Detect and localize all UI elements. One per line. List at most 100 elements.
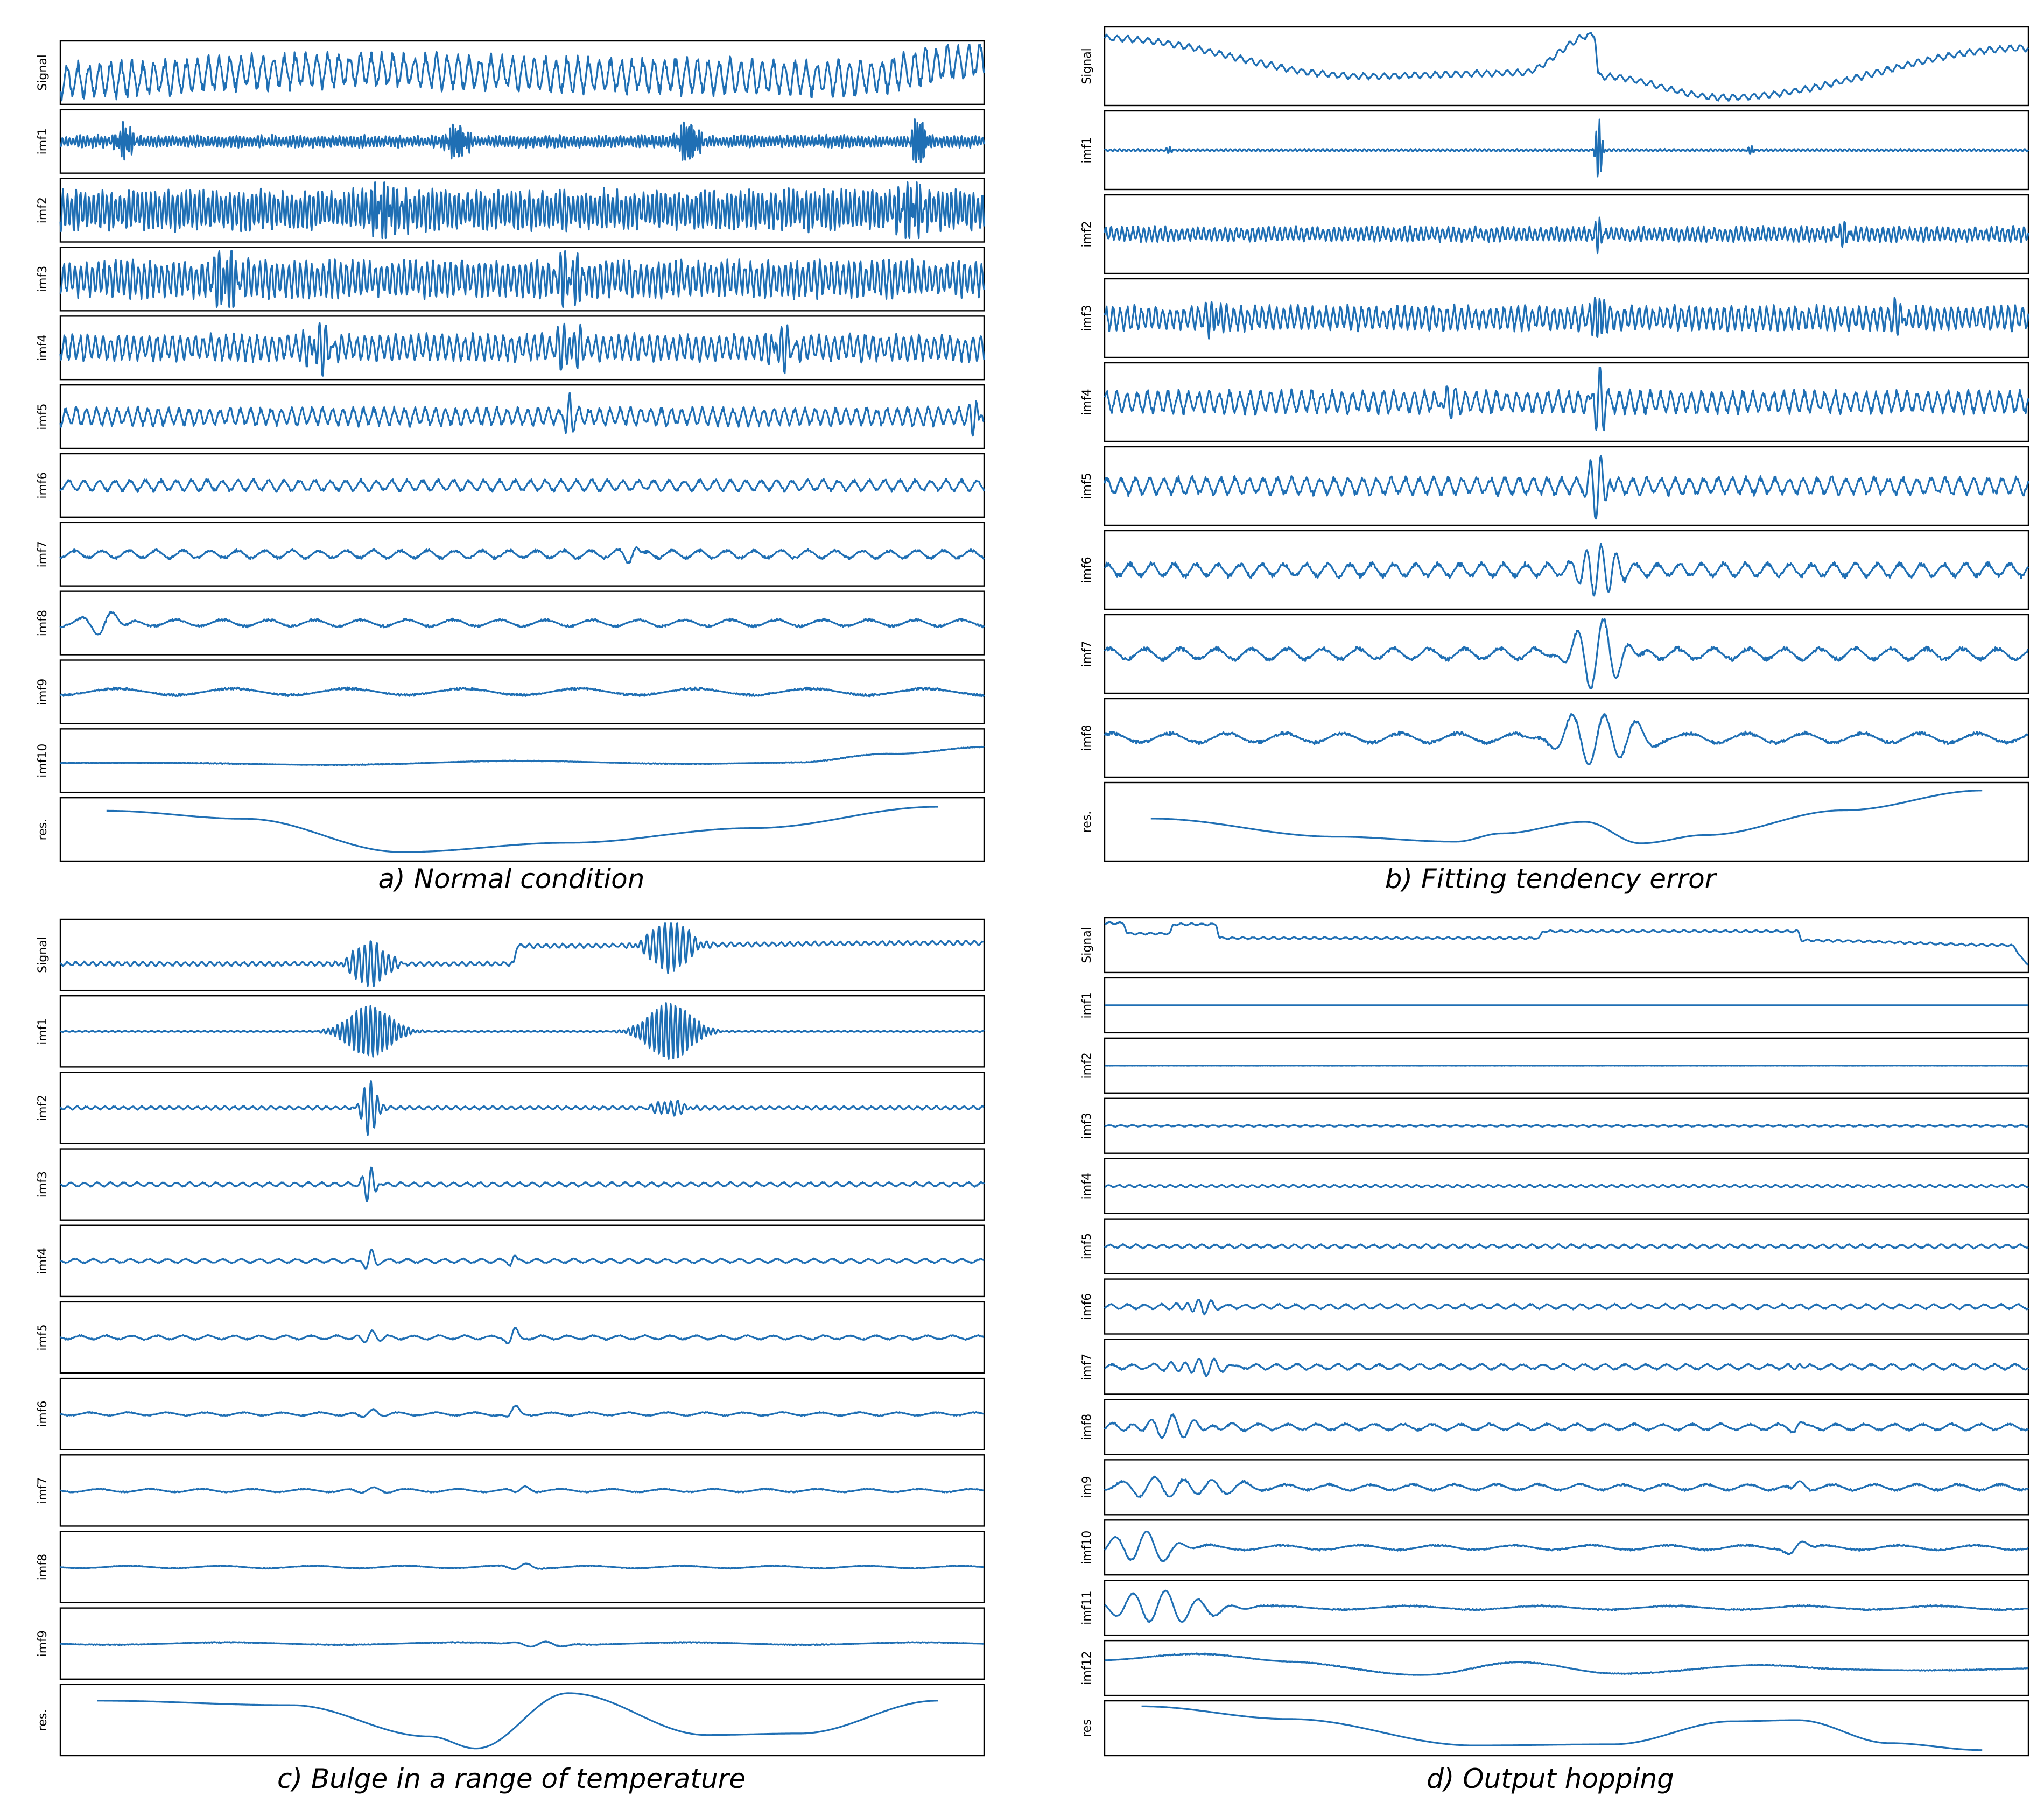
row-label-a-imf7: imf7 <box>36 541 50 567</box>
trace-d-imf3 <box>1104 1124 2029 1128</box>
axes-d-imf10 <box>1104 1519 2029 1576</box>
axes-b-imf6 <box>1104 530 2029 610</box>
panel-d: Signal imf1 imf2 imf3 imf4 imf5 imf6 imf7 imf8 im… <box>1080 917 2029 1757</box>
axes-b-imf7 <box>1104 614 2029 694</box>
trace-b-imf2 <box>1104 216 2029 255</box>
trace-c-imf6 <box>60 1404 985 1418</box>
axes-b-imf8 <box>1104 698 2029 778</box>
row-label-b-Signal: Signal <box>1080 48 1094 84</box>
axes-d-imf8 <box>1104 1399 2029 1455</box>
axes-c-res <box>59 1684 985 1757</box>
trace-a-imf1 <box>60 118 985 163</box>
row-label-a-imf1: imf1 <box>36 128 50 154</box>
axes-d-res <box>1104 1700 2029 1757</box>
row-label-b-imf2: imf2 <box>1080 221 1094 247</box>
trace-a-imf4 <box>59 322 985 377</box>
axes-b-Signal <box>1104 26 2029 107</box>
trace-b-res <box>1150 790 1983 844</box>
caption-c: c) Bulge in a range of temperature <box>277 1763 746 1794</box>
row-label-a-Signal: Signal <box>36 54 50 91</box>
trace-c-Signal <box>60 922 985 987</box>
row-label-b-imf1: imf1 <box>1080 137 1094 163</box>
trace-d-imf8 <box>1104 1413 2029 1439</box>
trace-d-imf4 <box>1104 1184 2029 1189</box>
row-label-c-imf2: imf2 <box>36 1095 50 1121</box>
row-label-c-Signal: Signal <box>36 936 50 973</box>
trace-a-imf9 <box>59 686 985 698</box>
row-label-b-imf3: imf3 <box>1080 305 1094 331</box>
row-label-d-res: res <box>1080 1719 1094 1737</box>
axes-a-imf3 <box>59 247 985 312</box>
axes-a-imf5 <box>59 384 985 449</box>
trace-b-imf5 <box>1104 455 2029 520</box>
trace-d-Signal <box>1104 921 2029 966</box>
row-label-b-res: res. <box>1080 811 1094 833</box>
axes-a-imf9 <box>59 659 985 724</box>
trace-a-imf3 <box>59 250 985 308</box>
row-label-c-imf8: imf8 <box>36 1554 50 1580</box>
row-label-a-imf10: imf10 <box>36 744 50 778</box>
row-label-a-imf3: imf3 <box>36 266 50 292</box>
trace-a-res <box>106 806 938 853</box>
row-label-a-imf4: imf4 <box>36 335 50 361</box>
trace-c-imf9 <box>60 1640 985 1648</box>
row-label-c-imf9: imf9 <box>36 1630 50 1657</box>
row-label-d-imf4: imf4 <box>1080 1173 1094 1199</box>
row-label-b-imf5: imf5 <box>1080 473 1094 499</box>
trace-c-imf3 <box>60 1166 985 1202</box>
row-label-d-imf1: imf1 <box>1080 992 1094 1018</box>
trace-a-Signal <box>60 44 985 102</box>
trace-d-imf12 <box>1104 1652 2029 1676</box>
row-label-a-res: res. <box>36 819 50 841</box>
trace-d-imf7 <box>1104 1357 2029 1377</box>
panel-b: Signal imf1 imf2 imf3 imf4 imf5 imf6 imf7 imf8 re… <box>1080 26 2029 862</box>
axes-d-imf7 <box>1104 1339 2029 1395</box>
trace-a-imf8 <box>59 610 985 636</box>
trace-d-imf5 <box>1104 1243 2029 1250</box>
panel-a: Signal imf1 imf2 imf3 imf4 imf5 imf6 imf7 imf8 im… <box>36 40 985 862</box>
row-label-d-imf5: imf5 <box>1080 1233 1094 1259</box>
trace-d-res <box>1141 1705 1983 1751</box>
trace-d-im9 <box>1104 1475 2029 1498</box>
row-label-a-imf6: imf6 <box>36 472 50 498</box>
axes-a-imf7 <box>59 522 985 587</box>
row-label-d-im9: im9 <box>1080 1476 1094 1499</box>
axes-d-imf4 <box>1104 1158 2029 1214</box>
axes-a-Signal <box>59 40 985 105</box>
trace-c-imf2 <box>59 1080 985 1136</box>
trace-d-imf10 <box>1104 1530 2029 1562</box>
row-label-a-imf8: imf8 <box>36 610 50 636</box>
axes-b-imf5 <box>1104 446 2029 526</box>
row-label-d-imf10: imf10 <box>1080 1531 1094 1565</box>
row-label-c-imf7: imf7 <box>36 1477 50 1504</box>
axes-a-imf6 <box>59 453 985 518</box>
trace-c-imf1 <box>60 1002 985 1060</box>
axes-d-imf5 <box>1104 1218 2029 1274</box>
trace-a-imf6 <box>59 477 985 493</box>
caption-b: b) Fitting tendency error <box>1385 863 1718 895</box>
row-label-b-imf4: imf4 <box>1080 389 1094 415</box>
row-label-d-imf12: imf12 <box>1080 1651 1094 1685</box>
trace-a-imf2 <box>59 181 985 240</box>
axes-d-imf6 <box>1104 1278 2029 1335</box>
trace-a-imf5 <box>59 392 985 437</box>
axes-a-imf8 <box>59 590 985 656</box>
row-label-c-imf3: imf3 <box>36 1171 50 1198</box>
trace-c-imf8 <box>60 1562 985 1570</box>
row-label-b-imf7: imf7 <box>1080 640 1094 667</box>
trace-b-imf1 <box>1104 118 2029 178</box>
trace-b-imf3 <box>1104 297 2029 340</box>
trace-b-imf7 <box>1104 618 2029 689</box>
row-label-b-imf8: imf8 <box>1080 724 1094 751</box>
row-label-d-imf6: imf6 <box>1080 1293 1094 1320</box>
row-label-d-Signal: Signal <box>1080 927 1094 963</box>
row-label-c-imf1: imf1 <box>36 1018 50 1045</box>
trace-b-imf8 <box>1104 713 2029 765</box>
trace-c-res <box>97 1692 938 1750</box>
trace-a-imf7 <box>59 546 985 564</box>
axes-d-im9 <box>1104 1459 2029 1516</box>
trace-d-imf11 <box>1104 1589 2029 1623</box>
axes-c-imf7 <box>59 1454 985 1527</box>
row-label-d-imf2: imf2 <box>1080 1052 1094 1079</box>
